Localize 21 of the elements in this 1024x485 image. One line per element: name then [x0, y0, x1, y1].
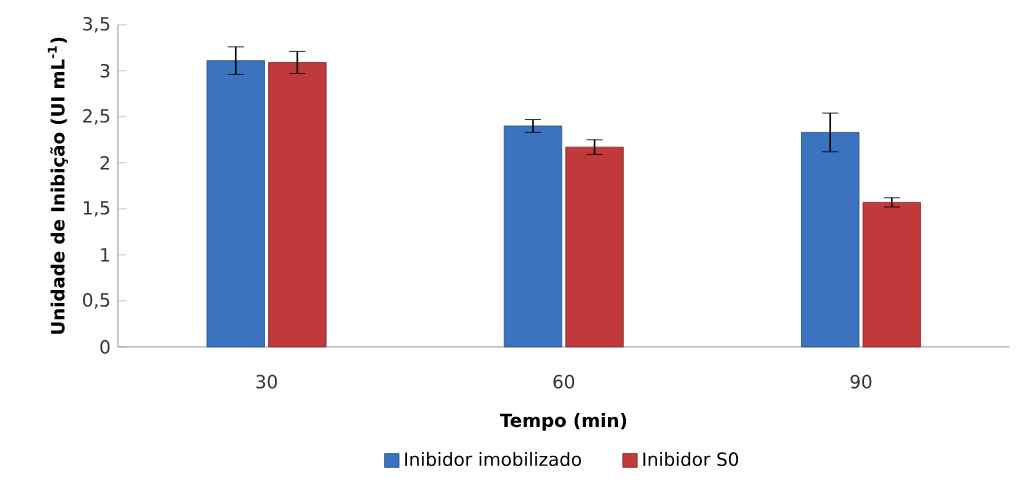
bar: [268, 62, 327, 348]
bar: [801, 132, 860, 348]
x-tick-label: 30: [256, 374, 277, 389]
y-tick-label: 2: [100, 156, 109, 170]
y-axis-title: Unidade de Inibição (UI mL$^{-1}$): [47, 37, 68, 334]
bar: [565, 146, 624, 348]
y-tick-label: 0,5: [83, 293, 110, 309]
y-tick-label: 0: [100, 340, 110, 354]
x-axis-title: Tempo (min): [499, 413, 627, 431]
legend-label: Inibidor S0: [643, 452, 739, 467]
bar: [862, 201, 921, 348]
y-tick-label: 3: [100, 63, 110, 78]
y-tick-label: 1,5: [83, 201, 110, 217]
bar: [206, 60, 265, 348]
y-tick-label: 2,5: [83, 108, 110, 125]
legend-label: Inibidor imobilizado: [405, 452, 582, 467]
x-tick-label: 90: [850, 374, 872, 389]
bar: [503, 125, 563, 348]
x-tick-label: 60: [553, 374, 575, 389]
y-tick-label: 1: [101, 248, 110, 262]
y-tick-label: 3,5: [83, 16, 110, 33]
